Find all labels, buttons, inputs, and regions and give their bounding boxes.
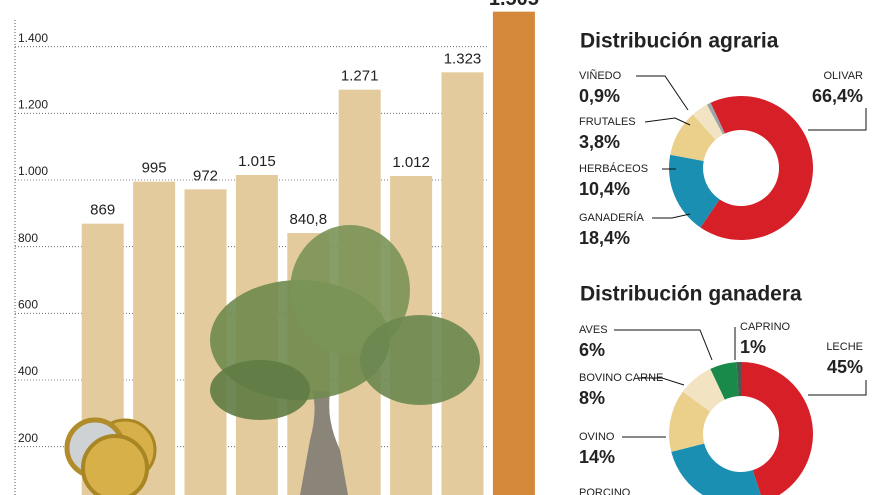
slice-value: 1%	[740, 337, 766, 357]
tree-foliage	[210, 360, 310, 420]
slice-label: CAPRINO	[740, 321, 791, 333]
slice-value: 8%	[579, 388, 605, 408]
y-tick-label: 600	[18, 298, 38, 312]
value-label: 1.012	[392, 154, 430, 171]
slice-label: GANADERÍA	[579, 211, 644, 224]
slice-value: 45%	[827, 357, 863, 377]
chart-title: Distribución ganadera	[580, 283, 802, 306]
donut-slice	[692, 104, 724, 140]
donut-slice	[671, 443, 761, 495]
bar	[492, 11, 535, 495]
donut-slice	[706, 102, 725, 135]
slice-label: HERBÁCEOS	[579, 162, 648, 175]
donut-slice	[670, 114, 716, 162]
coin	[81, 434, 149, 495]
leader-line	[652, 213, 691, 219]
tree-foliage	[290, 225, 410, 355]
donut-slice	[741, 362, 813, 495]
slice-label: OLIVAR	[823, 70, 863, 82]
value-label: 1.505	[489, 0, 539, 10]
leader-line	[644, 117, 691, 126]
slice-label: FRUTALES	[579, 116, 636, 128]
leader-line	[636, 75, 689, 111]
slice-label: OVINO	[579, 431, 615, 443]
y-tick-label: 400	[18, 364, 38, 378]
leader-line	[638, 377, 685, 386]
donut-slice	[736, 362, 741, 397]
value-label: 1.015	[238, 153, 276, 170]
value-label: 1.271	[341, 68, 379, 85]
slice-value: 3,8%	[579, 132, 620, 152]
y-tick-label: 800	[18, 231, 38, 245]
slice-value: 0,9%	[579, 86, 620, 106]
donut-slice	[669, 154, 720, 228]
slice-label: PORCINO	[579, 487, 631, 495]
slice-value: 66,4%	[812, 86, 863, 106]
donut-slice	[682, 368, 725, 412]
slice-label: LECHE	[826, 341, 863, 353]
y-tick-label: 200	[18, 431, 38, 445]
title-bg	[568, 278, 880, 312]
value-label: 995	[142, 160, 167, 177]
slice-value: 10,4%	[579, 179, 630, 199]
value-label: 1.323	[444, 50, 482, 67]
leader-line	[808, 108, 867, 131]
donut-slice	[669, 391, 711, 452]
slice-value: 6%	[579, 340, 605, 360]
tree-trunk	[300, 390, 348, 495]
title-bg	[568, 25, 880, 59]
value-label: 840,8	[290, 211, 328, 228]
slice-value: 18,4%	[579, 228, 630, 248]
donut-slice	[710, 362, 739, 400]
slice-label: BOVINO CARNE	[579, 372, 663, 384]
value-label: 972	[193, 167, 218, 184]
y-tick-label: 1.400	[18, 31, 48, 45]
slice-label: AVES	[579, 324, 608, 336]
value-label: 869	[90, 202, 115, 219]
donut-slice	[700, 95, 813, 241]
y-tick-label: 1.200	[18, 98, 48, 112]
bar	[441, 72, 484, 495]
chart-title: Distribución agraria	[580, 30, 779, 53]
illustration	[64, 225, 480, 495]
leader-line	[808, 380, 867, 396]
leader-line	[614, 329, 713, 361]
y-tick-label: 1.000	[18, 164, 48, 178]
tree-foliage	[360, 315, 480, 405]
slice-value: 14%	[579, 447, 615, 467]
slice-label: VIÑEDO	[579, 69, 622, 82]
